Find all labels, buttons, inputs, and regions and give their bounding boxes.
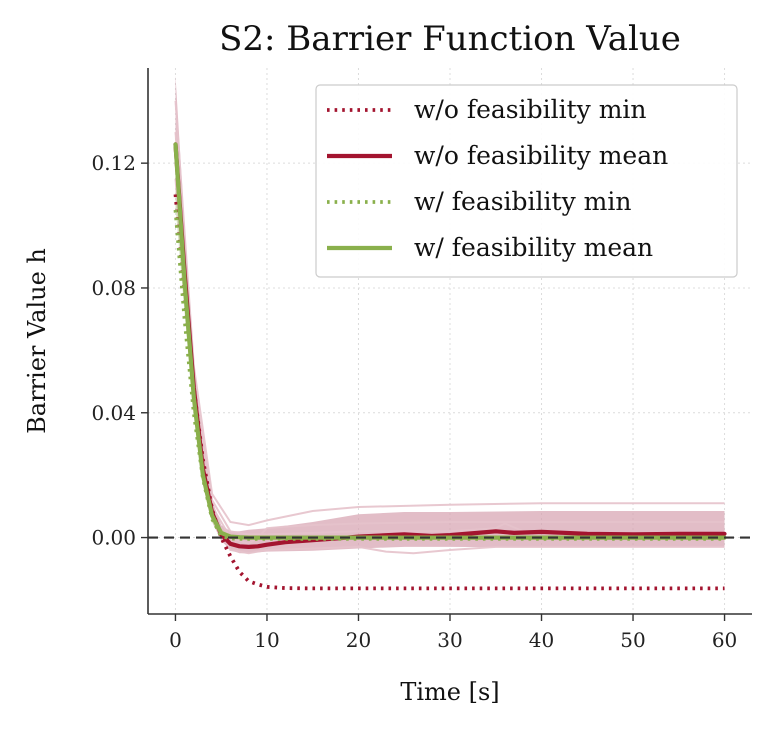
series-layer bbox=[173, 142, 727, 591]
y-tick-label: 0.04 bbox=[91, 401, 136, 425]
x-tick-label: 20 bbox=[346, 628, 371, 652]
legend-label: w/o feasibility mean bbox=[414, 141, 668, 170]
legend-label: w/ feasibility mean bbox=[414, 233, 653, 262]
run-line bbox=[174, 163, 725, 545]
legend-label: w/ feasibility min bbox=[414, 187, 631, 216]
y-tick-label: 0.00 bbox=[91, 526, 136, 550]
x-tick-label: 30 bbox=[437, 628, 462, 652]
legend: w/o feasibility min w/o feasibility mean w… bbox=[315, 84, 738, 278]
legend-label: w/o feasibility min bbox=[414, 95, 647, 124]
x-ticks: 0 10 20 30 40 50 60 bbox=[169, 614, 737, 652]
y-tick-label: 0.08 bbox=[91, 276, 136, 300]
y-axis-label: Barrier Value h bbox=[23, 248, 51, 434]
series-line bbox=[173, 194, 725, 591]
y-tick-label: 0.12 bbox=[91, 151, 136, 175]
x-tick-label: 40 bbox=[529, 628, 554, 652]
y-ticks: 0.00 0.04 0.08 0.12 bbox=[91, 151, 148, 550]
x-tick-label: 60 bbox=[712, 628, 737, 652]
run-line bbox=[174, 100, 725, 527]
legend-box bbox=[315, 84, 738, 278]
x-tick-label: 10 bbox=[254, 628, 279, 652]
x-tick-label: 50 bbox=[620, 628, 645, 652]
chart-title: S2: Barrier Function Value bbox=[219, 19, 681, 59]
x-tick-label: 0 bbox=[169, 628, 182, 652]
x-axis-label: Time [s] bbox=[400, 678, 499, 706]
